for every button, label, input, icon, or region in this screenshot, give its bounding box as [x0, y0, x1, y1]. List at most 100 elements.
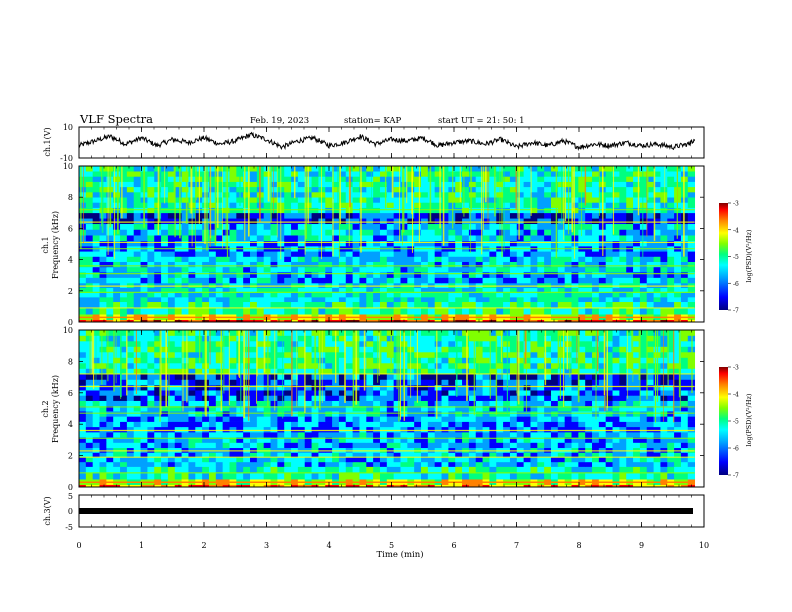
- ch2-spectrogram-cell: [208, 442, 217, 449]
- ch1-spectrogram-cell: [154, 272, 162, 278]
- ch1-spectrogram-cell: [421, 181, 429, 188]
- ch1-spectrogram-cell: [263, 192, 271, 198]
- ch1-spectrogram-cell: [509, 229, 518, 236]
- ch2-spectrogram-cell: [612, 466, 620, 474]
- ch2-spectrogram-cell: [250, 452, 258, 458]
- ch2-spectrogram-cell: [489, 368, 497, 375]
- ch1-spectrogram-cell: [633, 266, 641, 273]
- ch1-spectrogram-cell: [386, 319, 395, 323]
- ch2-spectrogram-cell: [523, 472, 531, 480]
- ch1-spectrogram-cell: [667, 176, 675, 182]
- ch2-spectrogram-cell: [564, 461, 572, 467]
- ch2-spectrogram-cell: [639, 405, 648, 412]
- ch1-spectrogram-cell: [523, 207, 531, 214]
- ch1-spectrogram-cell: [557, 266, 566, 273]
- ch2-spectrogram-cell: [133, 405, 141, 412]
- ch2-spectrogram-cell: [366, 452, 374, 458]
- ch2-spectrogram-cell: [482, 416, 490, 422]
- ch1-spectrogram-cell: [318, 223, 326, 230]
- ch1-spectrogram-cell: [174, 171, 182, 177]
- ch1-spectrogram-cell: [687, 235, 696, 242]
- ch2-spectrogram-cell: [174, 390, 182, 396]
- ch1-spectrogram-cell: [366, 292, 374, 298]
- ch1-spectrogram-cell: [564, 319, 572, 323]
- ch1-spectrogram-cell: [140, 283, 148, 288]
- ch2-spectrogram-cell: [195, 442, 203, 449]
- ch1-spectrogram-cell: [345, 307, 354, 315]
- ch2-spectrogram-cell: [400, 466, 408, 474]
- ch1-spectrogram-cell: [441, 207, 449, 214]
- ch1-spectrogram-cell: [687, 181, 696, 188]
- ch2-spectrogram-cell: [373, 368, 381, 375]
- ch1-spectrogram-cell: [366, 181, 374, 188]
- ch1-spectrogram-cell: [113, 235, 121, 242]
- ch1-spectrogram-cell: [215, 283, 224, 288]
- ch1-spectrogram-cell: [140, 235, 148, 242]
- ch2-spectrogram-cell: [297, 362, 306, 369]
- ch1-spectrogram-cell: [297, 301, 306, 309]
- ch1-spectrogram-cell: [530, 307, 538, 315]
- ch2-spectrogram-cell: [592, 442, 600, 449]
- ch1-spectrogram-cell: [332, 207, 340, 214]
- ch1-spectrogram-cell: [578, 240, 586, 247]
- ch1-spectrogram-cell: [106, 229, 114, 236]
- ch1-spectrogram-cell: [215, 277, 224, 284]
- ch2-spectrogram-cell: [571, 405, 579, 412]
- ch2-spectrogram-cell: [393, 426, 401, 433]
- ch1-spectrogram-cell: [462, 297, 470, 303]
- ch2-spectrogram-cell: [318, 400, 326, 407]
- ch2-spectrogram-cell: [414, 466, 422, 474]
- ch1-spectrogram-cell: [516, 256, 525, 262]
- ch2-spectrogram-cell: [126, 442, 135, 449]
- ch1-spectrogram-cell: [639, 192, 648, 198]
- ch1-spectrogram-cell: [359, 229, 367, 236]
- ch1-spectrogram-cell: [379, 297, 388, 303]
- ch1-spectrogram-cell: [605, 251, 613, 257]
- ch1-spectrogram-cell: [482, 261, 490, 268]
- ch2-spectrogram-cell: [352, 461, 360, 467]
- ch1-spectrogram-cell: [79, 207, 87, 214]
- ch1-spectrogram-cell: [99, 287, 107, 293]
- ch2-spectrogram-cell: [674, 395, 682, 401]
- ch1-spectrogram-cell: [537, 292, 545, 298]
- ch1-spectrogram-cell: [79, 277, 87, 284]
- ch1-spectrogram-cell: [393, 192, 401, 198]
- ch2-spectrogram-cell: [687, 447, 696, 453]
- ch2-spectrogram-cell: [462, 442, 470, 449]
- ch1-spectrogram-cell: [373, 202, 381, 208]
- ch1-spectrogram-cell: [352, 229, 360, 236]
- ch2-spectrogram-cell: [291, 461, 299, 467]
- ch2-spectrogram-cell: [79, 472, 87, 480]
- ch1-spectrogram-cell: [133, 240, 141, 247]
- ch2-spectrogram-cell: [496, 405, 504, 412]
- ch1-spectrogram-cell: [393, 229, 401, 236]
- ch1-spectrogram-cell: [161, 235, 169, 242]
- ch1-spectrogram-cell: [482, 229, 490, 236]
- ch2-spectrogram-cell: [113, 390, 121, 396]
- ch2-spectrogram-cell: [167, 457, 176, 463]
- ch1-spectrogram-cell: [509, 287, 518, 293]
- ch2-spectrogram-cell: [113, 432, 121, 438]
- ch2-spectrogram-cell: [503, 416, 511, 422]
- ch1-spectrogram-cell: [297, 261, 306, 268]
- ch2-spectrogram-cell: [455, 405, 463, 412]
- ch2-spectrogram-cell: [167, 405, 176, 412]
- ch2-spectrogram-cell: [188, 484, 196, 488]
- ch2-spectrogram-cell: [106, 400, 114, 407]
- ch1-spectrogram-cell: [359, 171, 367, 177]
- ch1-spectrogram-cell: [291, 235, 299, 242]
- ch2-spectrogram-cell: [571, 400, 579, 407]
- ch2-spectrogram-cell: [106, 379, 114, 386]
- ch1-spectrogram-cell: [99, 277, 107, 284]
- ch2-spectrogram-cell: [215, 461, 224, 467]
- ch1-spectrogram-cell: [441, 301, 449, 309]
- ch1-spectrogram-cell: [455, 240, 463, 247]
- ch1-spectrogram-cell: [585, 297, 593, 303]
- ch1-spectrogram-cell: [509, 297, 518, 303]
- ch2-spectrogram-cell: [373, 484, 381, 488]
- ch2-spectrogram-cell: [516, 379, 525, 386]
- ch1-spectrogram-cell: [550, 166, 559, 172]
- ch2-spectrogram-cell: [585, 484, 593, 488]
- ch2-spectrogram-cell: [345, 368, 354, 375]
- ch2-spectrogram-cell: [359, 411, 367, 417]
